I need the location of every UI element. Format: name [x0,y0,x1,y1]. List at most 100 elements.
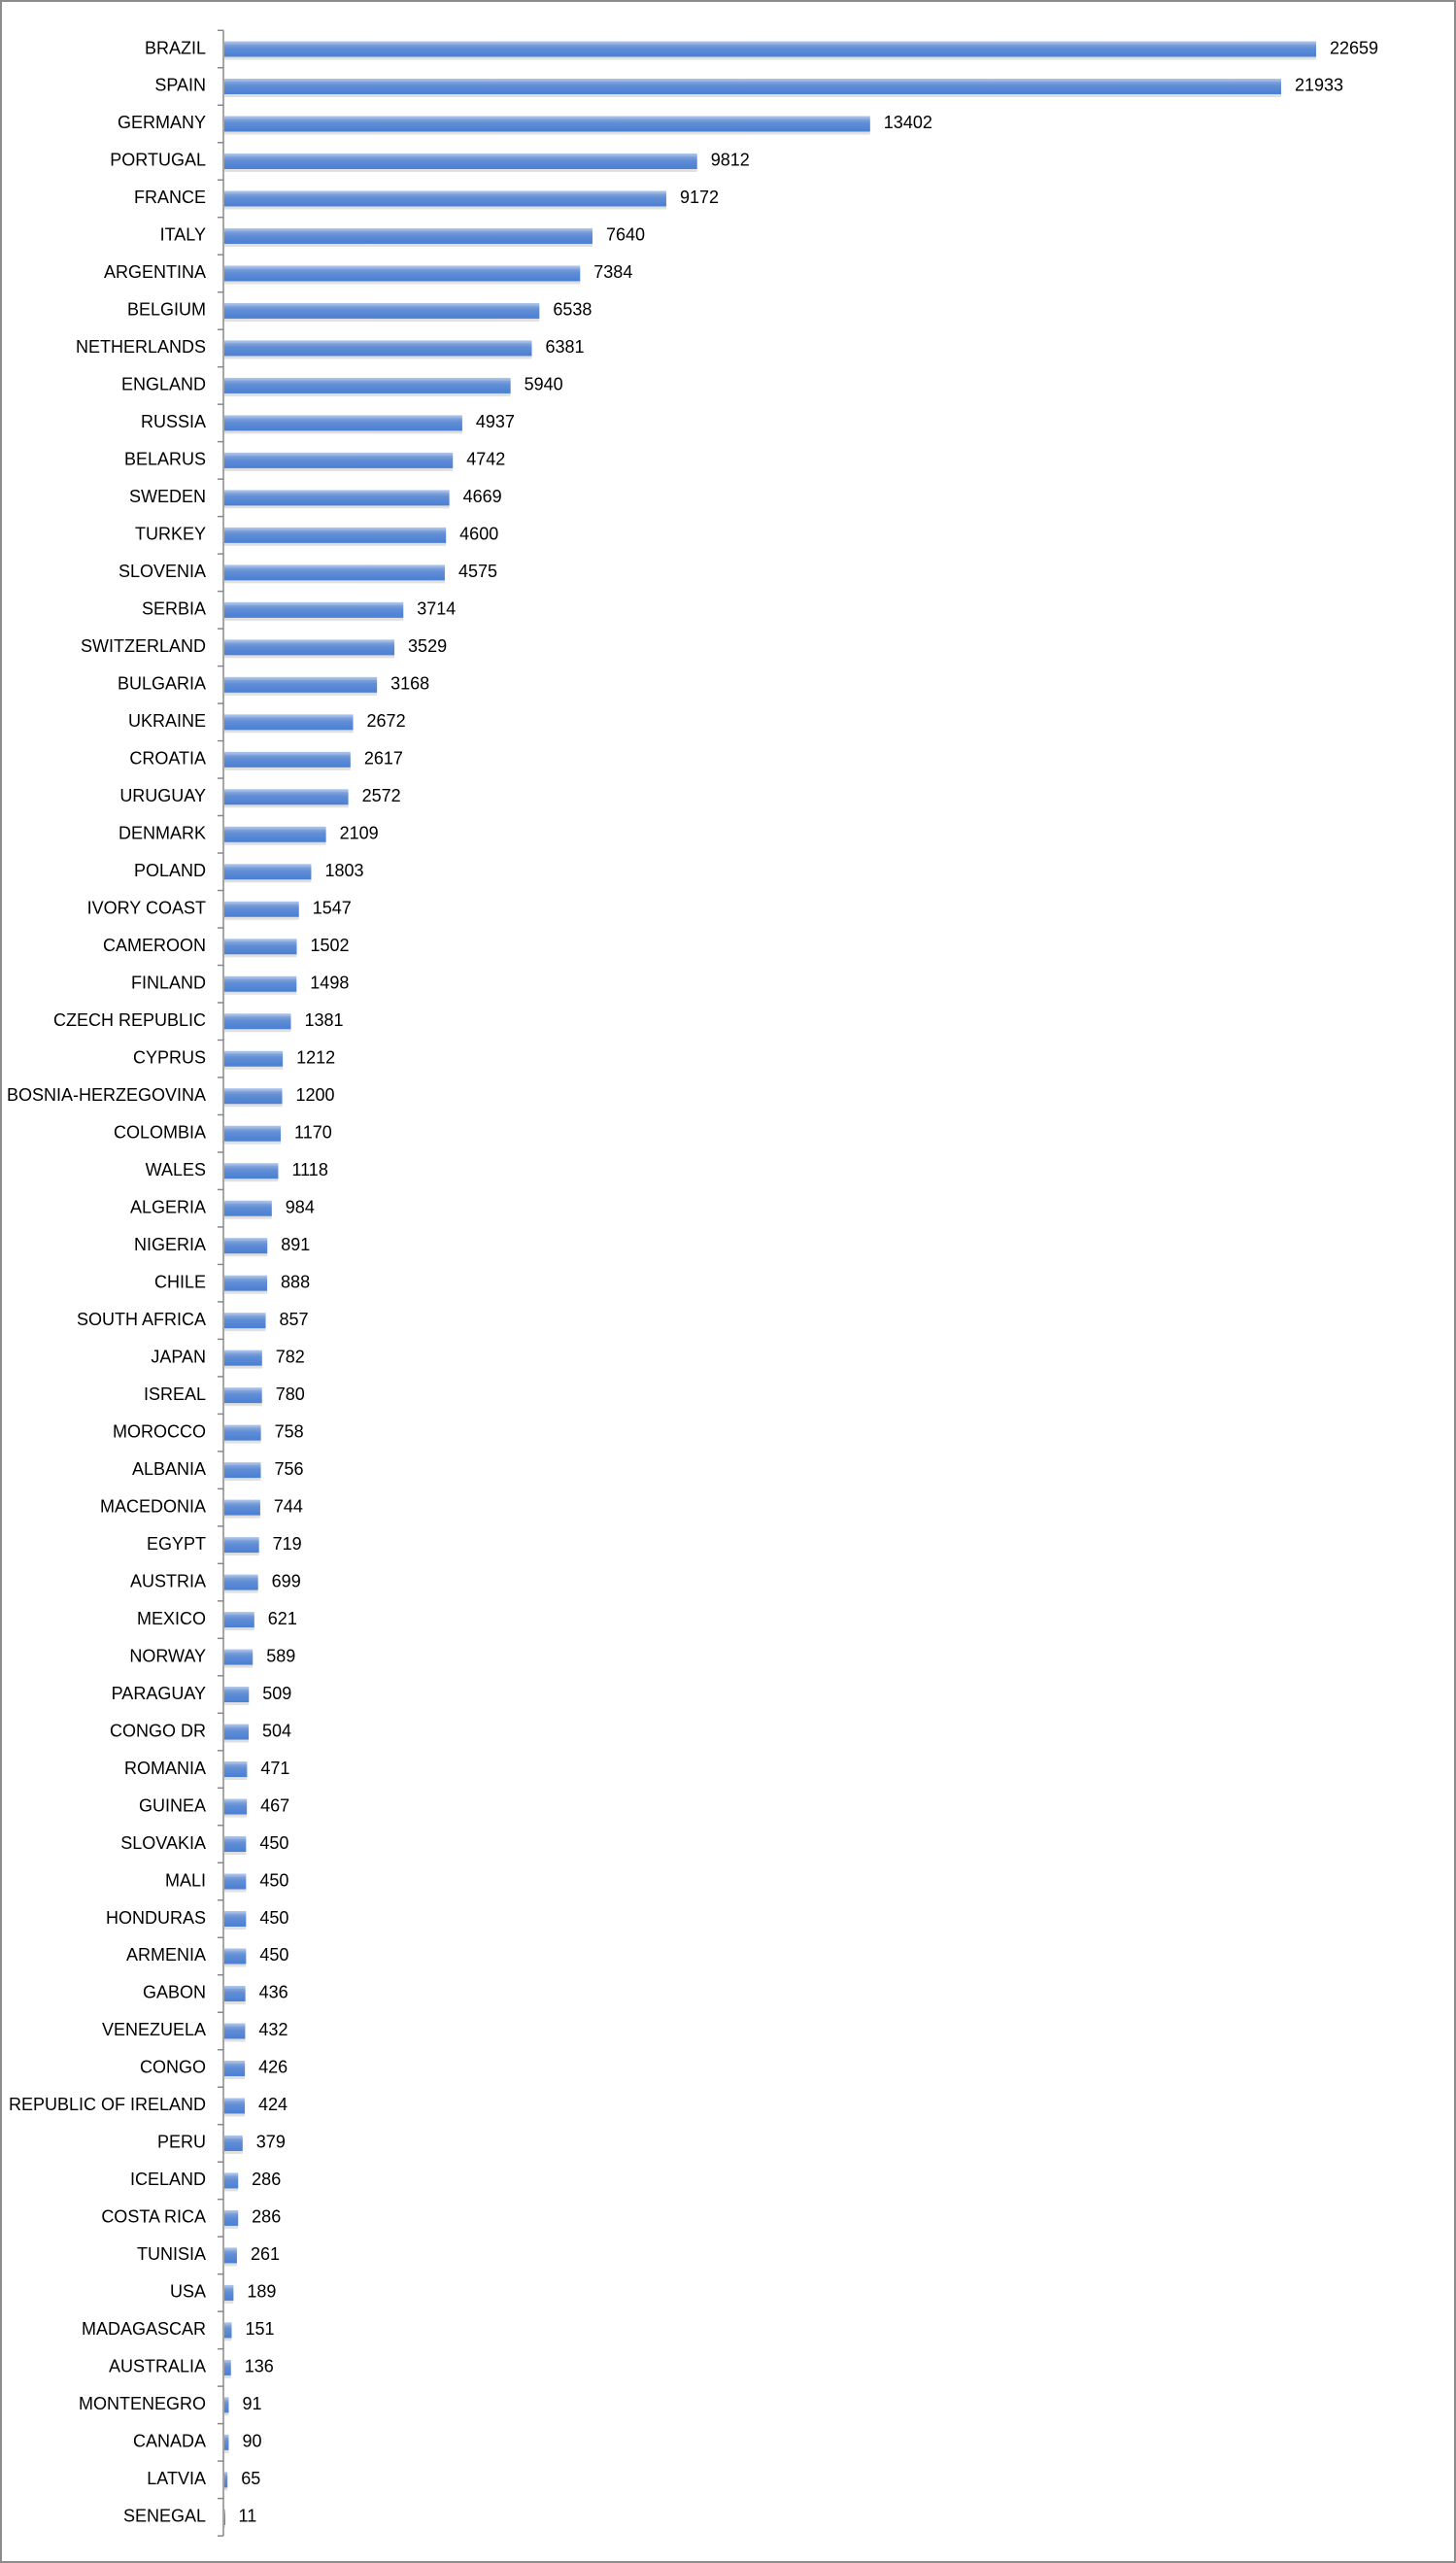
bar [224,2434,229,2450]
value-label: 450 [259,1908,288,1928]
y-tick-label: SWEDEN [129,487,206,506]
bar [224,1050,284,1067]
bar [224,1798,248,1815]
bar [224,227,593,244]
y-tick-label: ARGENTINA [104,262,206,282]
value-label: 7384 [593,262,632,282]
y-tick-label: POLAND [134,861,206,880]
value-label: 6538 [553,300,592,320]
y-tick-label: SOUTH AFRICA [77,1310,206,1329]
y-tick-label: MOROCCO [113,1421,206,1441]
y-tick-label: ITALY [160,225,206,245]
bar [224,2322,232,2339]
bar [224,2172,239,2189]
bar [224,676,378,693]
value-label: 189 [247,2282,276,2302]
bar [224,2284,234,2301]
y-tick-label: EGYPT [147,1534,206,1554]
bar [224,2023,246,2039]
y-tick-label: ICELAND [130,2170,206,2189]
y-tick-label: REPUBLIC OF IRELAND [9,2095,206,2114]
bar [224,1125,282,1142]
bar [224,826,326,842]
value-label: 1547 [313,899,352,918]
y-tick-label: NETHERLANDS [76,337,206,357]
bar [224,1499,260,1516]
bar [224,1687,250,1703]
y-tick-label: ALGERIA [130,1197,206,1216]
value-label: 471 [260,1759,289,1778]
bar [224,2135,243,2151]
y-tick-label: ISREAL [144,1384,206,1404]
bar [224,1985,246,2001]
value-label: 782 [276,1347,305,1366]
value-label: 780 [276,1384,305,1404]
bar [224,1724,250,1740]
y-tick-label: MALI [165,1870,206,1890]
value-label: 3168 [390,674,429,694]
bar [224,1200,272,1216]
bar [224,939,297,955]
bar [224,1462,261,1479]
y-tick-label: LATVIA [147,2469,206,2488]
value-label: 1118 [291,1160,327,1179]
y-tick-label: CONGO [140,2058,206,2077]
bar [224,415,462,431]
y-tick-label: PORTUGAL [110,151,206,170]
value-label: 11 [239,2507,257,2526]
value-label: 509 [262,1684,291,1703]
y-tick-label: ROMANIA [124,1759,206,1778]
y-tick-label: HONDURAS [106,1908,206,1928]
value-label: 888 [281,1272,310,1291]
y-tick-label: SPAIN [154,76,206,95]
bar [224,527,447,543]
y-tick-label: NIGERIA [134,1235,206,1254]
value-label: 261 [251,2244,280,2264]
value-label: 9172 [680,188,719,207]
y-tick-label: COLOMBIA [114,1122,206,1142]
bar [224,564,445,581]
bar [224,2098,246,2114]
value-label: 857 [280,1310,309,1329]
bar [224,714,354,731]
value-label: 450 [259,1945,288,1965]
value-label: 426 [258,2058,288,2077]
value-label: 4575 [458,562,497,581]
y-tick-label: URUGUAY [119,786,206,805]
y-tick-label: NORWAY [129,1646,206,1665]
value-label: 436 [259,1983,288,2002]
y-tick-label: SLOVENIA [119,562,206,581]
bar [224,1873,247,1890]
value-label: 1803 [324,861,363,880]
value-label: 4669 [463,487,502,506]
bar [224,975,297,992]
y-tick-label: MEXICO [137,1609,206,1628]
bar [224,340,532,357]
bar [224,1612,254,1628]
bar [224,41,1316,57]
bar [224,116,870,132]
value-label: 379 [256,2133,286,2152]
bar [224,2359,231,2375]
bar [224,377,511,393]
value-label: 450 [259,1833,288,1853]
bar [224,2209,239,2226]
value-label: 424 [258,2095,288,2114]
value-label: 589 [266,1646,295,1665]
y-tick-label: DENMARK [119,824,206,843]
y-tick-label: ALBANIA [132,1459,206,1479]
value-label: 1170 [294,1122,332,1142]
y-tick-label: VENEZUELA [102,2020,206,2039]
y-tick-label: SLOVAKIA [120,1833,206,1853]
bar [224,1350,262,1366]
y-tick-label: PERU [157,2133,206,2152]
value-label: 21933 [1295,76,1343,95]
bar [224,751,351,768]
y-tick-label: MADAGASCAR [82,2319,206,2339]
y-tick-label: MACEDONIA [100,1496,206,1516]
value-label: 7640 [606,225,645,245]
y-tick-label: RUSSIA [141,412,206,431]
bar [224,1836,247,1853]
